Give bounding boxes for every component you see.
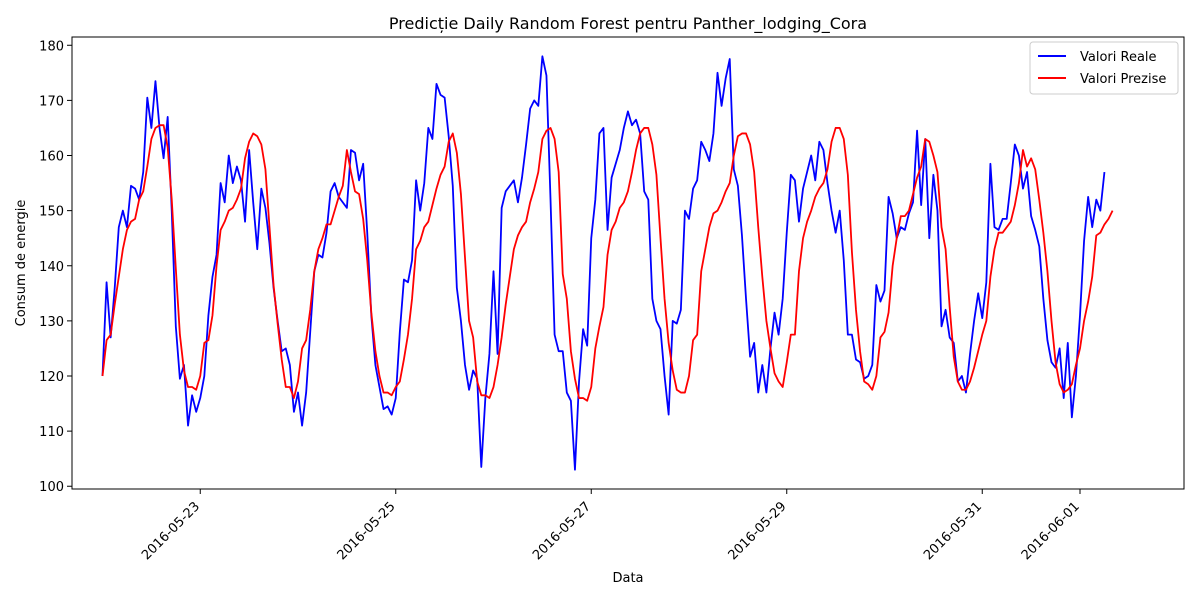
legend-label-predicted: Valori Prezise [1080,72,1166,87]
series-layer [101,55,1114,471]
plot-area-frame [71,36,1185,490]
y-tick-label: 100 [39,480,64,495]
y-axis-label: Consum de energie [14,200,29,327]
legend-label-real: Valori Reale [1080,50,1157,65]
legend: Valori Reale Valori Prezise [1029,41,1179,95]
y-tick-label: 140 [39,260,64,275]
series-line-predicted [101,124,1114,402]
y-tick-label: 160 [39,150,64,165]
y-axis-ticks: 100 110 120 130 140 150 160 170 180 [39,39,72,495]
y-tick-label: 180 [39,39,64,54]
x-axis-label: Data [612,571,643,586]
y-tick-label: 170 [39,94,64,109]
y-tick-label: 120 [39,370,64,385]
legend-box [1029,41,1179,95]
chart-title: Predicție Daily Random Forest pentru Pan… [389,14,867,34]
y-tick-label: 110 [39,425,64,440]
y-tick-label: 150 [39,205,64,220]
series-line-real [101,55,1106,471]
y-tick-label: 130 [39,315,64,330]
